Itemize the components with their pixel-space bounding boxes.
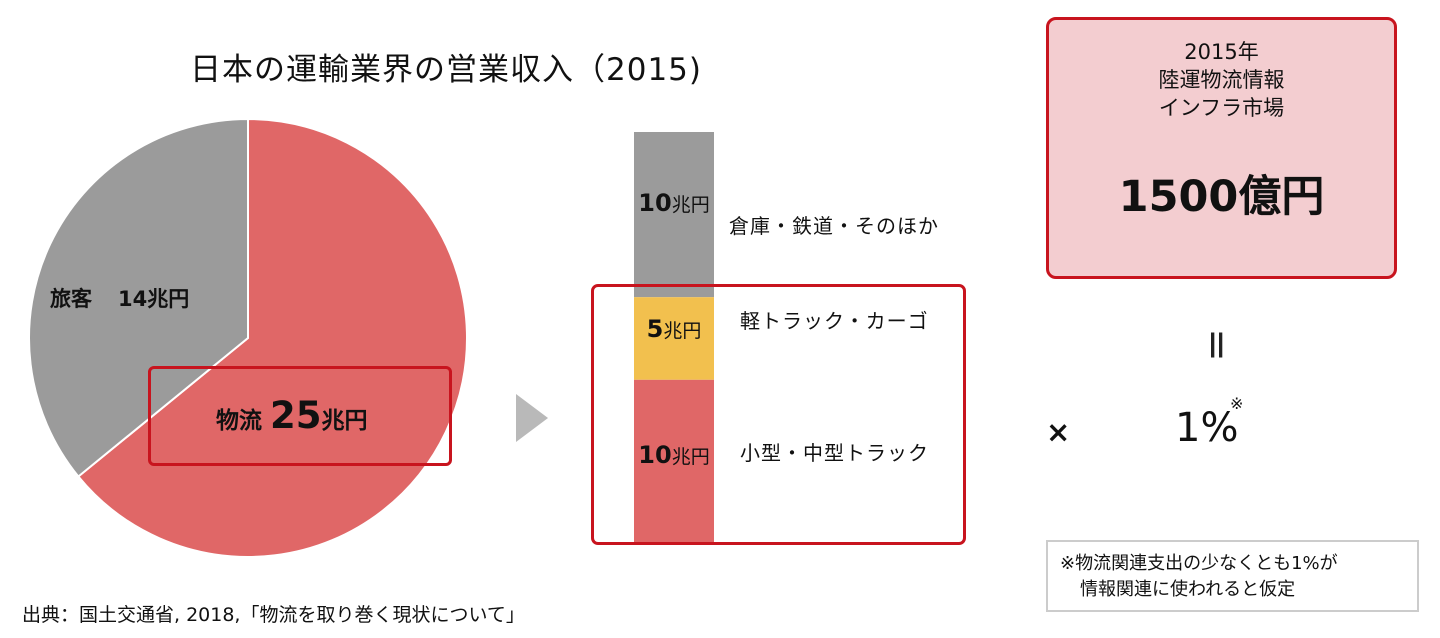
market-year: 2015年 (1184, 40, 1259, 64)
segment-2-unit: 兆円 (663, 320, 702, 342)
source-citation: 出典：国土交通省, 2018,「物流を取り巻く現状について」 (22, 604, 525, 626)
pie-label-logistics: 物流 25兆円 (216, 394, 368, 437)
stack-segment-1 (634, 132, 714, 298)
segment-1-name: 倉庫・鉄道・そのほか (729, 214, 939, 238)
segment-2-name: 軽トラック・カーゴ (740, 309, 929, 333)
market-name: インフラ市場 (1158, 96, 1285, 120)
pie-slice-logistics (76, 117, 468, 558)
segment-3-name: 小型・中型トラック (740, 441, 929, 465)
logistics-name: 物流 (216, 408, 262, 434)
segment-1-number: 10 (638, 189, 672, 217)
segment-3-unit: 兆円 (671, 446, 710, 468)
pie-chart-title: 日本の運輸業界の営業収入（2015) (190, 52, 702, 88)
trucks-highlight-box (591, 284, 966, 545)
stack-segment-2 (634, 297, 714, 380)
logistics-unit: 兆円 (321, 408, 368, 434)
times-sign: × (1046, 415, 1071, 449)
equals-sign: = (1193, 328, 1240, 362)
passenger-name: 旅客 (50, 287, 92, 311)
logistics-number: 25 (270, 394, 322, 437)
market-size-box: 2015年 陸運物流情報 インフラ市場 1500億円 (1046, 17, 1397, 279)
stack-segment-3 (634, 379, 714, 545)
segment-1-unit: 兆円 (671, 194, 710, 216)
footnote-box: ※物流関連支出の少なくとも1%が 情報関連に使われると仮定 (1046, 540, 1419, 612)
passenger-value: 14兆円 (118, 287, 190, 311)
market-value: 1500億円 (1118, 172, 1325, 222)
pie-label-passenger: 旅客 14兆円 (50, 283, 189, 313)
segment-1-value: 10兆円 (634, 189, 714, 217)
arrow-right-icon (516, 394, 548, 442)
market-category: 陸運物流情報 (1158, 68, 1285, 92)
market-description: 2015年 陸運物流情報 インフラ市場 (1049, 38, 1394, 122)
segment-3-value: 10兆円 (634, 441, 714, 469)
footnote-line-1: ※物流関連支出の少なくとも1%が (1060, 553, 1338, 574)
percent-footnote-mark: ※ (1230, 394, 1244, 413)
segment-2-number: 5 (646, 315, 664, 343)
percent-value: 1% (1175, 405, 1239, 451)
pie-slice-passenger (28, 117, 249, 478)
footnote-line-2: 情報関連に使われると仮定 (1080, 579, 1296, 600)
segment-3-number: 10 (638, 441, 672, 469)
segment-2-value: 5兆円 (634, 315, 714, 343)
logistics-highlight-box (148, 366, 452, 466)
